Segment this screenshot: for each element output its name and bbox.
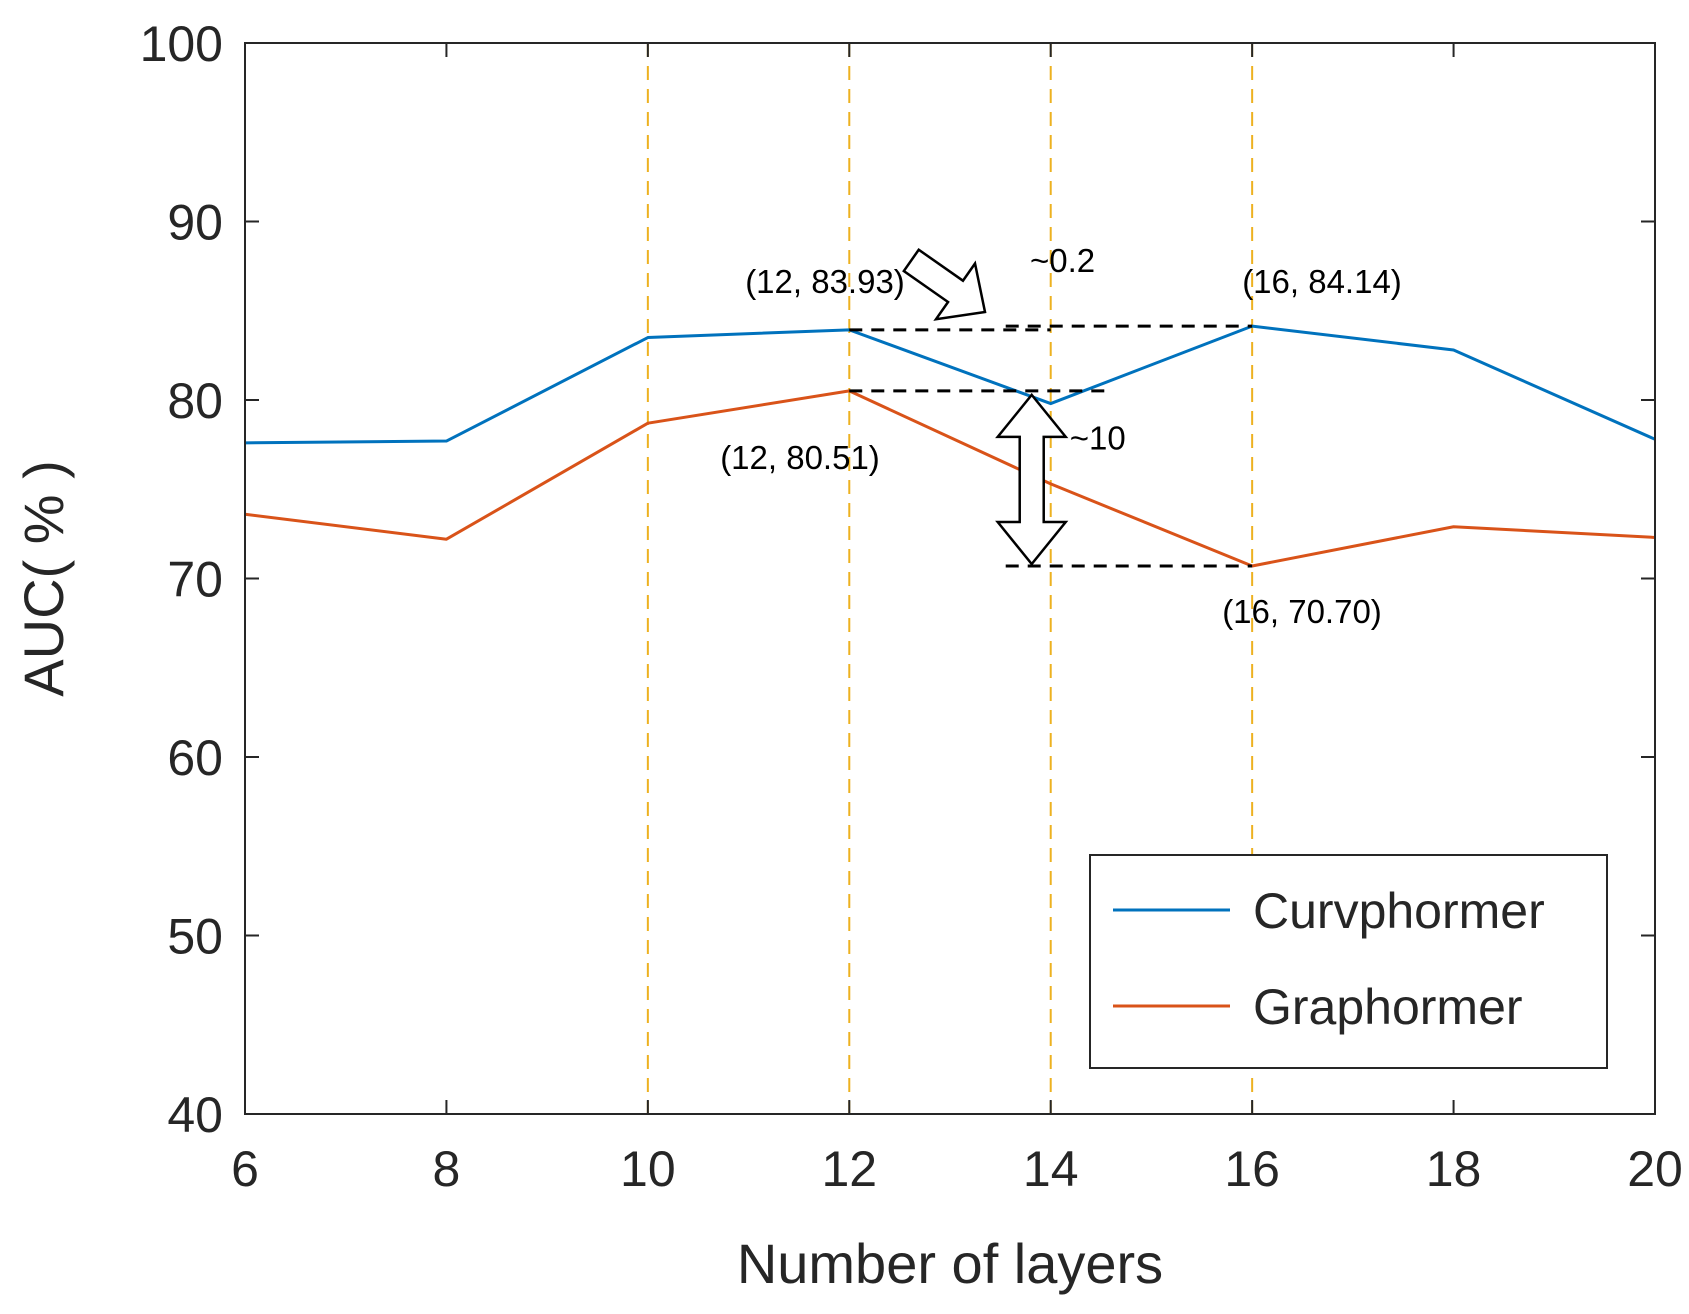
point-label: (16, 70.70) <box>1222 593 1382 630</box>
x-tick-label: 8 <box>433 1141 461 1197</box>
x-tick-label: 18 <box>1426 1141 1482 1197</box>
legend-label-curvphormer: Curvphormer <box>1253 883 1545 939</box>
x-tick-label: 16 <box>1224 1141 1280 1197</box>
series-lines <box>244 324 1656 568</box>
gap-label-10: ~10 <box>1070 419 1126 456</box>
x-tick-label: 10 <box>620 1141 676 1197</box>
x-tick-label: 14 <box>1023 1141 1079 1197</box>
point-label: (12, 80.51) <box>720 439 880 476</box>
y-tick-label: 60 <box>167 730 223 786</box>
y-tick-label: 90 <box>167 195 223 251</box>
series-line-graphormer <box>244 389 1656 568</box>
reference-lines <box>646 43 1254 1114</box>
x-tick-label: 20 <box>1627 1141 1683 1197</box>
y-tick-label: 80 <box>167 373 223 429</box>
legend: Curvphormer Graphormer <box>1089 854 1608 1069</box>
y-tick-label: 40 <box>167 1087 223 1143</box>
diagonal-arrow-shape <box>902 247 987 321</box>
double-arrow-icon <box>995 392 1069 566</box>
y-axis-title: AUC( % ) <box>12 460 75 696</box>
y-tick-label: 70 <box>167 552 223 608</box>
annotations: (12, 83.93) (16, 84.14) (12, 80.51) (16, 70… <box>720 242 1402 630</box>
x-tick-label: 6 <box>231 1141 259 1197</box>
x-tick-label: 12 <box>821 1141 877 1197</box>
x-axis-title: Number of layers <box>737 1232 1163 1295</box>
point-label: (16, 84.14) <box>1242 263 1402 300</box>
gap-label-02: ~0.2 <box>1030 242 1095 279</box>
legend-box <box>1089 854 1608 1069</box>
y-tick-label: 100 <box>140 16 223 72</box>
series-line-curvphormer <box>244 324 1656 445</box>
legend-label-graphormer: Graphormer <box>1253 979 1523 1035</box>
diagonal-arrow-icon <box>902 247 987 321</box>
axis-ticks: 6 8 10 12 14 16 18 20 40 50 60 70 80 90 100 <box>140 16 1683 1197</box>
y-tick-label: 50 <box>167 909 223 965</box>
point-label: (12, 83.93) <box>745 263 905 300</box>
